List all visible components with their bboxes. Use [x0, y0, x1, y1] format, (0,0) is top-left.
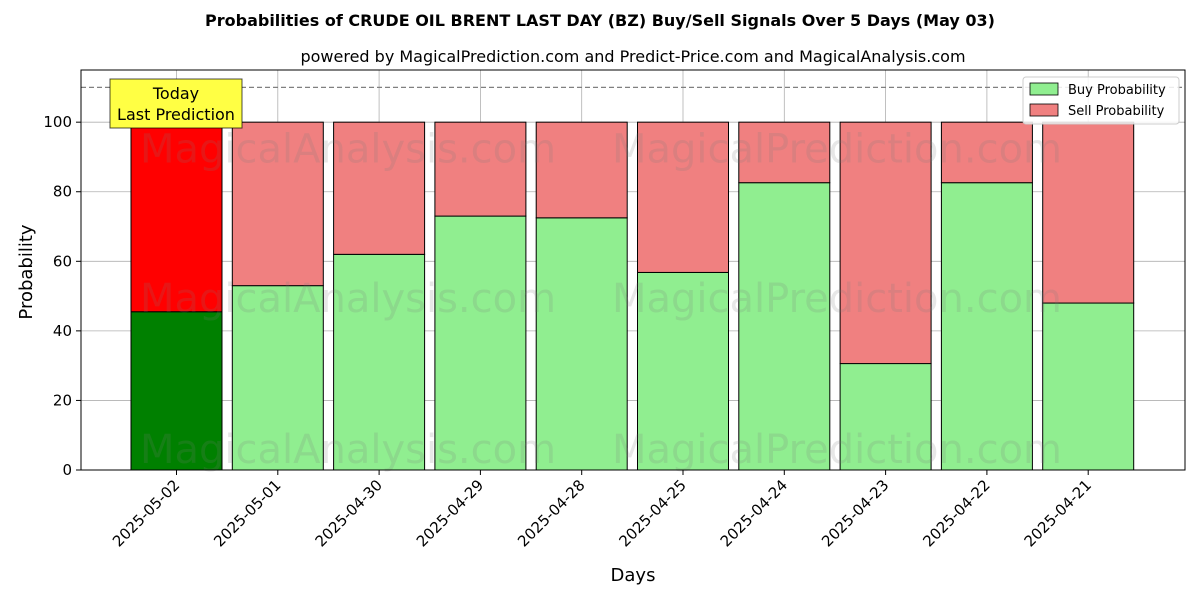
- bar-buy-2025-04-28: [535, 217, 628, 471]
- x-tick-label: 2025-05-02: [109, 476, 183, 550]
- bar-sell-2025-04-23: [839, 121, 932, 365]
- bar-sell-2025-04-29: [434, 121, 527, 217]
- bar-buy-2025-04-24: [738, 182, 831, 471]
- bar-sell-2025-04-21: [1042, 121, 1135, 304]
- legend-frame: [1022, 76, 1180, 125]
- bar-buy-2025-04-23: [839, 363, 932, 471]
- y-tick-label: 100: [43, 113, 72, 131]
- x-tick-label: 2025-04-24: [717, 476, 791, 550]
- legend: Buy Probability Sell Probability: [1022, 76, 1180, 125]
- today-annotation: Today Last Prediction: [109, 78, 243, 129]
- x-tick-label: 2025-04-25: [615, 476, 689, 550]
- bar-sell-2025-05-02: [130, 121, 223, 313]
- bar-sell-2025-04-25: [637, 121, 729, 273]
- y-tick-label: 60: [53, 252, 72, 270]
- bar-sell-2025-04-24: [738, 121, 831, 184]
- plot-frame: [80, 69, 1186, 471]
- y-tick-label: 80: [53, 183, 72, 201]
- watermark-prediction: MagicalPrediction.com: [612, 276, 1062, 322]
- annotation-line-1: Today: [152, 84, 199, 103]
- chart-subtitle: powered by MagicalPrediction.com and Pre…: [300, 47, 965, 66]
- bar-buy-2025-04-22: [940, 182, 1033, 471]
- watermark-analysis: MagicalAnalysis.com: [140, 427, 556, 473]
- bar-sell-2025-04-30: [333, 121, 426, 255]
- annotation-box: [109, 78, 243, 129]
- bar-sell-2025-04-22: [940, 121, 1033, 184]
- x-tick-label: 2025-04-22: [919, 476, 993, 550]
- bar-buy-2025-04-25: [637, 271, 729, 471]
- watermarks: MagicalAnalysis.com MagicalPrediction.com…: [140, 126, 1062, 473]
- y-tick-label: 0: [62, 461, 72, 479]
- watermark-prediction: MagicalPrediction.com: [612, 427, 1062, 473]
- bar-sell-2025-05-01: [231, 121, 324, 287]
- watermark-prediction: MagicalPrediction.com: [612, 126, 1062, 172]
- x-tick-label: 2025-04-29: [413, 476, 487, 550]
- y-tick-label: 20: [53, 391, 72, 409]
- x-axis-label: Days: [611, 565, 656, 586]
- bar-sell-2025-04-28: [535, 121, 628, 219]
- watermark-analysis: MagicalAnalysis.com: [140, 126, 556, 172]
- watermark-analysis: MagicalAnalysis.com: [140, 276, 556, 322]
- bar-buy-2025-04-30: [333, 253, 426, 471]
- legend-label-sell: Sell Probability: [1068, 104, 1165, 119]
- y-axis-label: Probability: [16, 224, 37, 319]
- bars: [130, 121, 1135, 471]
- x-tick-label: 2025-04-23: [818, 476, 892, 550]
- x-tick-label: 2025-05-01: [210, 476, 284, 550]
- x-tick-label: 2025-04-21: [1021, 476, 1095, 550]
- legend-label-buy: Buy Probability: [1068, 83, 1166, 98]
- x-tick-label: 2025-04-28: [514, 476, 588, 550]
- bar-buy-2025-04-29: [434, 215, 527, 471]
- legend-swatch-buy: [1029, 82, 1059, 96]
- bar-buy-2025-05-02: [130, 311, 223, 471]
- legend-swatch-sell: [1029, 103, 1059, 117]
- bar-buy-2025-04-21: [1042, 302, 1135, 471]
- chart-title: Probabilities of CRUDE OIL BRENT LAST DA…: [205, 11, 995, 30]
- x-tick-label: 2025-04-30: [312, 476, 386, 550]
- annotation-line-2: Last Prediction: [117, 105, 235, 124]
- y-tick-label: 40: [53, 322, 72, 340]
